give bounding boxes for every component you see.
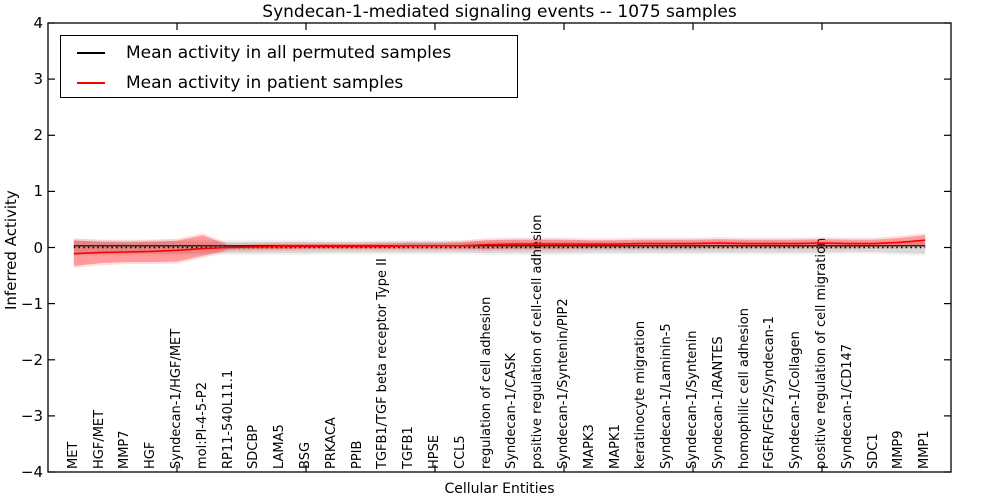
legend-item-patient: Mean activity in patient samples	[61, 69, 517, 96]
legend-item-permuted: Mean activity in all permuted samples	[61, 39, 517, 66]
x-axis-label: Cellular Entities	[444, 481, 555, 497]
chart-title: Syndecan-1-mediated signaling events -- …	[262, 2, 737, 22]
permuted-range-band	[73, 240, 926, 255]
legend-label: Mean activity in all permuted samples	[126, 42, 452, 63]
y-tick-label: 4	[33, 14, 43, 32]
legend-line-permuted-icon	[77, 51, 105, 54]
Mean-activity-in-patient-samples-line	[73, 239, 926, 255]
y-tick-label: −4	[20, 463, 43, 481]
y-tick-label: 0	[33, 238, 43, 257]
y-tick-label: 1	[33, 182, 43, 201]
y-tick-label: 3	[33, 70, 43, 89]
patient-range-halo-band	[73, 233, 926, 268]
y-tick-label: 2	[33, 126, 43, 145]
legend-label: Mean activity in patient samples	[126, 72, 404, 93]
legend-line-patient-icon	[77, 81, 105, 84]
y-tick-label: −1	[20, 294, 43, 313]
y-tick-label: −3	[20, 406, 43, 425]
y-tick-label: −2	[20, 350, 43, 369]
legend: Mean activity in all permuted samples Me…	[60, 35, 518, 98]
